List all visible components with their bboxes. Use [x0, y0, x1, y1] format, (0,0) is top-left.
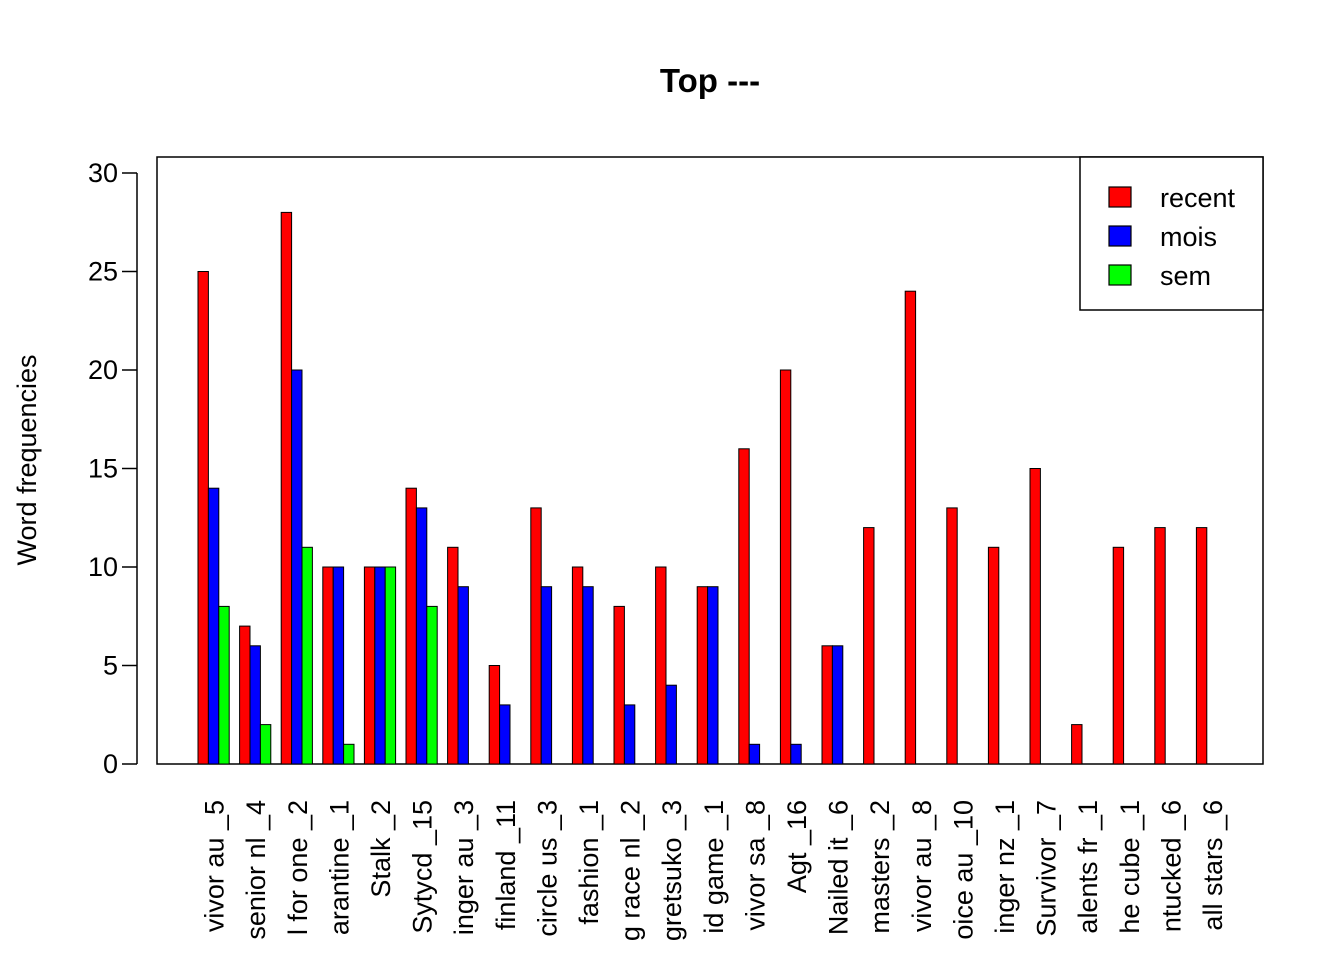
bar-recent — [405, 487, 417, 765]
bar-recent — [779, 369, 792, 765]
legend: recent mois sem — [1079, 156, 1264, 311]
bar-recent — [1071, 724, 1083, 765]
legend-swatch-recent — [1108, 186, 1132, 208]
y-tick-label: 10 — [88, 552, 118, 582]
bar-sem — [218, 605, 230, 765]
bar-recent — [1029, 468, 1041, 765]
bar-recent — [197, 271, 209, 765]
chart-title: Top --- — [660, 62, 760, 99]
x-tick-label: finland _11 — [491, 800, 521, 930]
bar-mois — [415, 507, 428, 765]
bar-mois — [623, 704, 636, 765]
x-tick-label: Survivor _7 — [1032, 800, 1062, 937]
bar-mois — [790, 743, 802, 765]
x-tick-label: l for one _2 — [283, 800, 313, 935]
bar-recent — [613, 605, 625, 765]
y-tick-label: 25 — [88, 257, 118, 287]
bar-recent — [987, 546, 1000, 765]
bar-mois — [748, 743, 761, 765]
legend-label-recent: recent — [1160, 183, 1236, 213]
bar-mois — [457, 586, 469, 765]
y-tick-label: 20 — [88, 355, 118, 385]
x-tick-label: vivor au _5 — [200, 800, 230, 932]
bar-mois — [332, 566, 345, 765]
bar-recent — [447, 546, 459, 765]
y-tick-label: 30 — [88, 158, 118, 188]
x-tick-label: fashion _1 — [574, 800, 604, 925]
bar-mois — [374, 566, 386, 765]
bar-sem — [301, 546, 313, 765]
x-tick-label: all stars _6 — [1198, 800, 1228, 931]
bar-mois — [831, 645, 844, 765]
bar-mois — [540, 586, 553, 765]
bar-recent — [946, 507, 958, 765]
bar-recent — [488, 665, 501, 765]
bar-recent — [738, 448, 750, 765]
bar-mois — [291, 369, 303, 765]
bar-mois — [249, 645, 261, 765]
bar-recent — [571, 566, 584, 765]
bar-mois — [499, 704, 511, 765]
x-tick-label: arantine _1 — [324, 800, 354, 935]
bar-recent — [696, 586, 709, 765]
x-tick-label: circle us _3 — [532, 800, 562, 937]
x-axis-labels: vivor au _5 senior nl _4 l for one _2 arant… — [200, 800, 1228, 941]
y-axis: 0 5 10 15 20 25 30 — [88, 158, 138, 779]
x-tick-label: inger au _3 — [449, 800, 479, 935]
x-tick-label: masters _2 — [865, 800, 895, 934]
legend-label-mois: mois — [1160, 222, 1217, 252]
bar-mois — [207, 487, 220, 765]
x-tick-label: g race nl _2 — [616, 800, 646, 941]
bar-recent — [322, 566, 334, 765]
x-tick-label: senior nl _4 — [241, 800, 271, 940]
y-tick-label: 0 — [103, 749, 118, 779]
bar-recent — [280, 211, 293, 765]
x-tick-label: Nailed it _6 — [824, 800, 854, 935]
x-tick-label: Agt _16 — [782, 800, 812, 893]
x-tick-label: ntucked _6 — [1156, 800, 1186, 932]
bar-mois — [582, 586, 594, 765]
bar-recent — [530, 507, 542, 765]
y-tick-label: 15 — [88, 454, 118, 484]
x-tick-label: id game _1 — [699, 800, 729, 934]
legend-swatch-mois — [1108, 225, 1132, 247]
legend-label-sem: sem — [1160, 261, 1211, 291]
x-tick-label: Sytycd _15 — [408, 800, 438, 934]
bar-recent — [904, 290, 917, 765]
y-tick-label: 5 — [103, 651, 118, 681]
x-tick-label: alents fr _1 — [1073, 800, 1103, 934]
bar-mois — [707, 586, 719, 765]
x-tick-label: oice au _10 — [948, 800, 978, 940]
bar-recent — [363, 566, 376, 765]
legend-swatch-sem — [1108, 264, 1132, 286]
x-tick-label: he cube _1 — [1115, 800, 1145, 934]
x-tick-label: Stalk _2 — [366, 800, 396, 898]
bar-recent — [1112, 546, 1125, 765]
bar-recent — [1154, 527, 1166, 765]
bar-recent — [1195, 527, 1208, 765]
x-tick-label: vivor sa _8 — [740, 800, 770, 931]
bar-recent — [863, 527, 875, 765]
bar-sem — [343, 743, 355, 765]
bar-sem — [426, 605, 438, 765]
x-tick-label: vivor au _8 — [907, 800, 937, 932]
x-tick-label: inger nz _1 — [990, 800, 1020, 934]
y-axis-label: Word frequencies — [12, 354, 42, 565]
bar-recent — [239, 625, 251, 765]
bar-recent — [821, 645, 833, 765]
bars — [197, 211, 1208, 765]
bar-sem — [259, 724, 272, 765]
x-tick-label: gretsuko _3 — [657, 800, 687, 941]
bar-mois — [665, 684, 677, 765]
bar-recent — [655, 566, 667, 765]
bar-sem — [384, 566, 397, 765]
